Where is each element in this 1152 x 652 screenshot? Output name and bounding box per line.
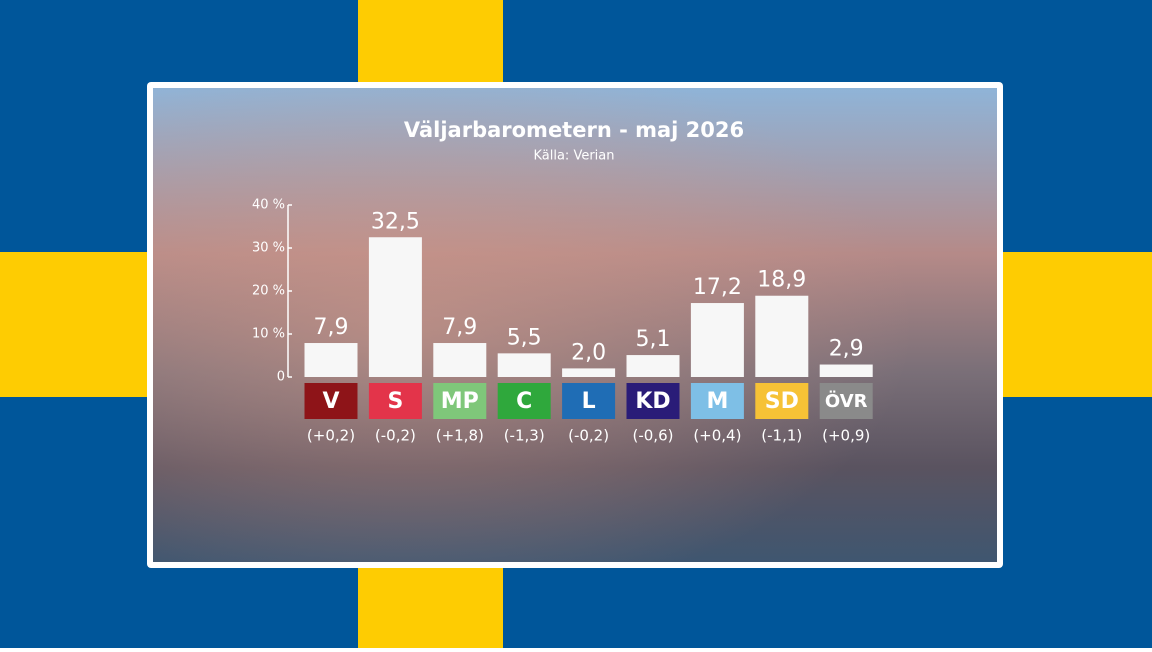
x-tick-label: SD bbox=[765, 389, 799, 414]
value-label: 7,9 bbox=[314, 315, 349, 340]
x-tick-label: S bbox=[387, 389, 403, 414]
y-tick-label: 0 bbox=[277, 370, 285, 385]
y-tick-label: 30 % bbox=[252, 241, 285, 256]
change-label: (-0,2) bbox=[568, 427, 609, 445]
bar bbox=[304, 343, 358, 377]
party-box bbox=[433, 383, 487, 419]
bar bbox=[819, 364, 873, 377]
change-label: (-1,3) bbox=[504, 427, 545, 445]
value-label: 2,0 bbox=[571, 340, 606, 365]
change-label: (+0,9) bbox=[822, 427, 870, 445]
value-label: 5,1 bbox=[636, 327, 671, 352]
party-box bbox=[562, 383, 616, 419]
y-tick-label: 40 % bbox=[252, 198, 285, 213]
party-box bbox=[755, 383, 809, 419]
change-label: (-0,6) bbox=[633, 427, 674, 445]
change-label: (+1,8) bbox=[436, 427, 484, 445]
party-box bbox=[497, 383, 551, 419]
panel-glow bbox=[153, 88, 997, 562]
party-box bbox=[819, 383, 873, 419]
bar bbox=[368, 237, 422, 377]
x-tick-label: V bbox=[322, 389, 339, 414]
x-tick-label: M bbox=[706, 389, 728, 414]
x-tick-label: C bbox=[516, 389, 532, 414]
change-label: (-1,1) bbox=[761, 427, 802, 445]
bar bbox=[497, 353, 551, 377]
x-tick-label: KD bbox=[635, 389, 670, 414]
party-box bbox=[304, 383, 358, 419]
value-label: 7,9 bbox=[442, 315, 477, 340]
change-label: (+0,2) bbox=[307, 427, 355, 445]
value-label: 2,9 bbox=[829, 337, 864, 362]
bar bbox=[626, 355, 680, 377]
bar bbox=[755, 295, 809, 377]
change-label: (+0,4) bbox=[693, 427, 741, 445]
x-tick-label: ÖVR bbox=[825, 390, 868, 412]
value-label: 17,2 bbox=[693, 275, 742, 300]
party-box bbox=[368, 383, 422, 419]
party-box bbox=[690, 383, 744, 419]
chart-title: Väljarbarometern - maj 2026 bbox=[404, 118, 744, 142]
party-box bbox=[626, 383, 680, 419]
bar bbox=[562, 368, 616, 377]
y-tick-label: 20 % bbox=[252, 284, 285, 299]
y-tick-label: 10 % bbox=[252, 327, 285, 342]
x-tick-label: L bbox=[582, 389, 596, 414]
chart-subtitle: Källa: Verian bbox=[533, 149, 614, 164]
value-label: 5,5 bbox=[507, 325, 542, 350]
change-label: (-0,2) bbox=[375, 427, 416, 445]
x-tick-label: MP bbox=[441, 389, 479, 414]
value-label: 32,5 bbox=[371, 209, 420, 234]
bar bbox=[690, 303, 744, 377]
bar bbox=[433, 343, 487, 377]
value-label: 18,9 bbox=[757, 268, 806, 293]
